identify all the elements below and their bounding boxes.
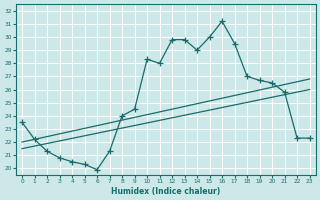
X-axis label: Humidex (Indice chaleur): Humidex (Indice chaleur): [111, 187, 220, 196]
